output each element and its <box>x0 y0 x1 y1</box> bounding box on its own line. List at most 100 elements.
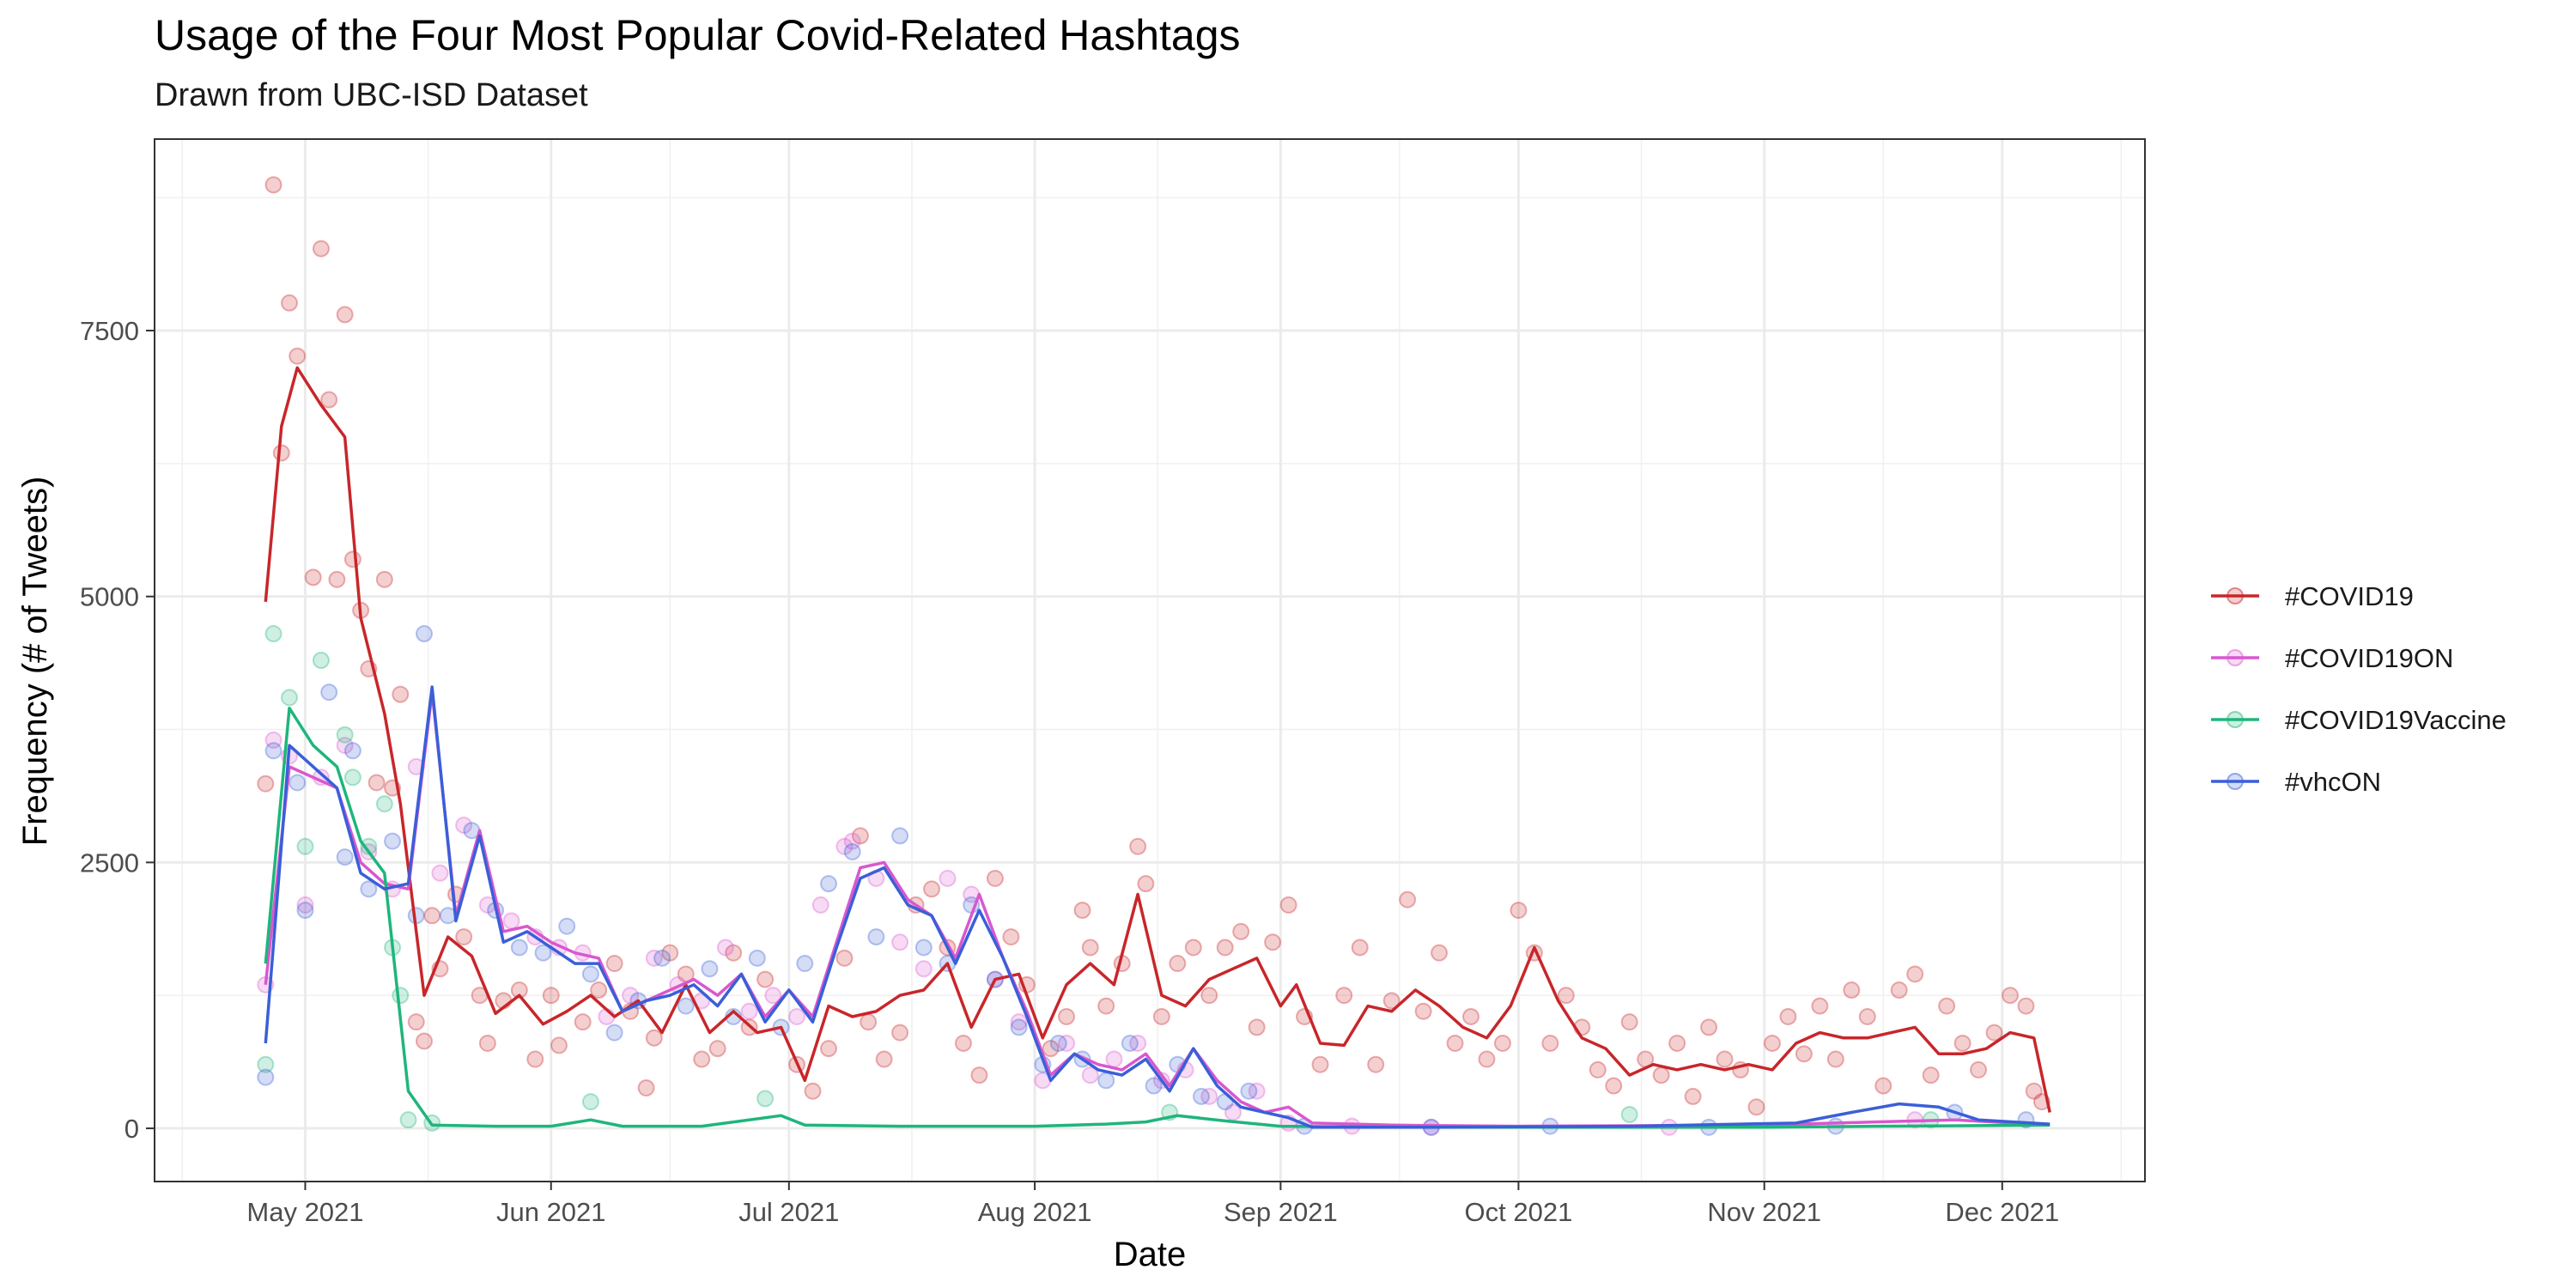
data-point-covid19vaccine <box>336 726 354 744</box>
data-point-covid19 <box>804 1082 822 1100</box>
data-point-covid19 <box>343 550 361 568</box>
data-point-covid19 <box>1216 939 1234 957</box>
legend-label: #COVID19ON <box>2285 643 2453 673</box>
data-point-covid19 <box>1414 1002 1432 1020</box>
y-tick-label: 0 <box>125 1114 139 1144</box>
data-point-covid19 <box>1541 1034 1559 1052</box>
x-tick-label: Jun 2021 <box>496 1197 606 1227</box>
data-point-covid19 <box>970 1066 988 1084</box>
data-point-covid19 <box>1431 944 1449 962</box>
data-point-covid19 <box>725 944 743 962</box>
data-point-vhcon <box>748 949 766 967</box>
data-point-covid19 <box>1129 837 1147 855</box>
data-point-vhcon <box>1097 1072 1115 1090</box>
data-point-covid19 <box>819 1040 837 1058</box>
data-point-covid19 <box>1811 997 1829 1015</box>
data-point-covid19 <box>1073 902 1091 920</box>
legend-key-point <box>2227 711 2244 728</box>
data-point-covid19 <box>1478 1050 1496 1068</box>
data-point-vhcon <box>1121 1034 1139 1052</box>
data-point-covid19vaccine <box>280 689 298 707</box>
data-point-covid19 <box>304 568 322 586</box>
data-point-covid19on <box>764 987 782 1005</box>
y-axis-title: Frequency (# of Tweets) <box>16 477 54 847</box>
data-point-covid19 <box>2025 1082 2043 1100</box>
data-point-covid19 <box>875 1050 893 1068</box>
data-point-covid19vaccine <box>257 1055 275 1073</box>
data-point-covid19 <box>2002 987 2020 1005</box>
data-point-covid19vaccine <box>264 625 283 643</box>
data-point-covid19 <box>1002 928 1020 946</box>
data-point-covid19 <box>923 880 941 898</box>
data-point-vhcon <box>1240 1082 1258 1100</box>
data-point-covid19 <box>1200 987 1218 1005</box>
data-point-covid19on <box>1200 1087 1218 1105</box>
data-point-vhcon <box>796 955 814 973</box>
data-point-covid19 <box>590 981 608 999</box>
data-point-covid19 <box>986 869 1004 887</box>
data-point-covid19 <box>1462 1007 1480 1025</box>
data-point-covid19 <box>328 570 346 588</box>
data-point-covid19 <box>605 955 623 973</box>
data-point-covid19 <box>1985 1024 2003 1042</box>
chart-subtitle: Drawn from UBC-ISD Dataset <box>155 77 588 113</box>
data-point-covid19 <box>392 685 410 703</box>
data-point-covid19on <box>431 864 449 882</box>
data-point-covid19 <box>1779 1007 1797 1025</box>
data-point-covid19vaccine <box>756 1090 775 1108</box>
data-point-covid19 <box>280 294 298 312</box>
plot-panel-border <box>154 138 2146 1182</box>
data-point-covid19on <box>891 933 909 951</box>
data-point-covid19on <box>835 837 854 855</box>
data-point-vhcon <box>360 880 378 898</box>
data-point-covid19 <box>375 570 393 588</box>
data-point-covid19 <box>574 1013 592 1031</box>
data-point-vhcon <box>257 1068 275 1086</box>
data-point-covid19 <box>1700 1018 1718 1036</box>
data-point-covid19 <box>1042 1040 1060 1058</box>
legend-key-point <box>2227 773 2244 790</box>
data-point-covid19on <box>914 960 933 978</box>
data-point-vhcon <box>891 827 909 845</box>
data-point-covid19 <box>478 1034 496 1052</box>
data-point-covid19 <box>1826 1050 1844 1068</box>
data-point-covid19 <box>1890 981 1908 999</box>
data-point-covid19on <box>740 1002 758 1020</box>
x-tick-label: Nov 2021 <box>1707 1197 1821 1227</box>
data-point-vhcon <box>384 832 402 850</box>
data-point-vhcon <box>558 917 576 935</box>
data-point-covid19vaccine <box>392 987 410 1005</box>
x-tick-label: Jul 2021 <box>738 1197 839 1227</box>
data-point-covid19 <box>1382 992 1400 1010</box>
data-point-covid19 <box>661 944 679 962</box>
data-point-covid19on <box>336 737 354 755</box>
data-point-covid19 <box>1081 939 1099 957</box>
data-point-vhcon <box>415 625 433 643</box>
data-point-covid19 <box>835 949 854 967</box>
data-point-covid19 <box>1351 939 1369 957</box>
data-point-vhcon <box>914 939 933 957</box>
data-point-covid19 <box>1668 1034 1686 1052</box>
x-tick-label: May 2021 <box>246 1197 363 1227</box>
data-point-covid19on <box>843 832 861 850</box>
data-point-covid19on <box>296 896 314 914</box>
data-point-covid19 <box>1510 902 1528 920</box>
data-point-vhcon <box>1010 1018 1028 1036</box>
data-point-covid19 <box>954 1034 972 1052</box>
data-point-covid19 <box>1589 1060 1607 1078</box>
data-point-covid19 <box>1953 1034 1971 1052</box>
data-point-vhcon <box>701 960 719 978</box>
data-point-covid19 <box>891 1024 909 1042</box>
data-point-vhcon <box>1145 1077 1163 1095</box>
data-point-covid19 <box>1493 1034 1511 1052</box>
data-point-vhcon <box>336 848 354 866</box>
x-tick-label: Aug 2021 <box>978 1197 1092 1227</box>
data-point-vhcon <box>343 742 361 760</box>
legend-item-covid19: #COVID19 <box>2211 581 2414 611</box>
data-point-vhcon <box>605 1024 623 1042</box>
data-point-covid19 <box>756 970 775 988</box>
y-tick-label: 7500 <box>80 316 139 346</box>
y-axis: 0 2500 5000 7500 <box>80 316 155 1144</box>
data-point-covid19vaccine <box>399 1111 417 1129</box>
data-point-covid19on <box>455 817 473 835</box>
